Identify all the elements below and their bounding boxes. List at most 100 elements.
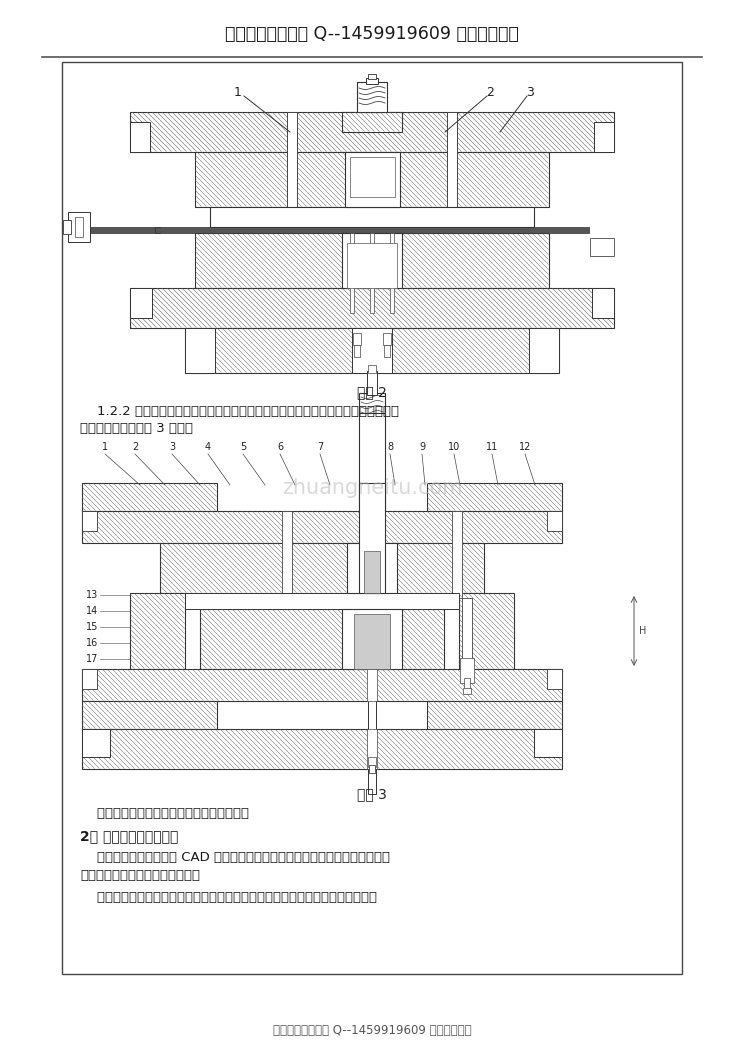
- Text: 2: 2: [486, 85, 494, 99]
- Bar: [82, 483, 217, 511]
- Text: 其次，对模具的有些原理分析存在问题，尤其对卸料的过程分析不能准确形象的: 其次，对模具的有些原理分析存在问题，尤其对卸料的过程分析不能准确形象的: [80, 891, 377, 904]
- Bar: [130, 122, 150, 151]
- Bar: [185, 593, 459, 609]
- Bar: [534, 729, 562, 757]
- Bar: [347, 543, 397, 593]
- Bar: [547, 669, 562, 689]
- Text: 期练习保持对该软件的熟悉操作。: 期练习保持对该软件的熟悉操作。: [80, 869, 200, 882]
- Text: 17: 17: [86, 654, 98, 664]
- Text: 拉伸模，结构较简单，但分多次降低效率。: 拉伸模，结构较简单，但分多次降低效率。: [80, 807, 249, 820]
- Text: 1: 1: [102, 442, 108, 452]
- Bar: [590, 238, 614, 256]
- Bar: [447, 112, 457, 207]
- Bar: [68, 213, 90, 242]
- Text: 1: 1: [234, 85, 242, 99]
- Bar: [195, 151, 549, 207]
- Bar: [350, 232, 354, 313]
- Bar: [130, 288, 152, 318]
- Bar: [160, 543, 484, 593]
- Bar: [359, 413, 385, 511]
- Bar: [200, 609, 444, 669]
- Bar: [427, 701, 562, 729]
- Bar: [368, 769, 376, 794]
- Text: 购买设计文档后加 Q--1459919609 免费领取图纸: 购买设计文档后加 Q--1459919609 免费领取图纸: [273, 1024, 471, 1036]
- Text: 2、 存在问题及解决措施: 2、 存在问题及解决措施: [80, 829, 179, 843]
- Text: 7: 7: [317, 442, 323, 452]
- Bar: [63, 220, 71, 234]
- Text: 1.2.2 落料拉伸复合模，同时完成落料和第一次拉伸，效率较高，结构比较复杂。: 1.2.2 落料拉伸复合模，同时完成落料和第一次拉伸，效率较高，结构比较复杂。: [80, 405, 399, 418]
- Bar: [367, 729, 377, 769]
- Bar: [383, 333, 391, 345]
- Text: 购买设计文档后加 Q--1459919609 免费领取图纸: 购买设计文档后加 Q--1459919609 免费领取图纸: [225, 25, 519, 43]
- Bar: [82, 669, 97, 689]
- Bar: [82, 669, 562, 701]
- Text: 3: 3: [526, 85, 534, 99]
- Text: 5: 5: [240, 442, 246, 452]
- Bar: [368, 365, 376, 373]
- Bar: [82, 511, 97, 531]
- Text: 草图 2: 草图 2: [357, 385, 387, 399]
- Bar: [347, 243, 397, 288]
- Bar: [282, 511, 292, 598]
- Bar: [354, 345, 360, 357]
- Bar: [130, 112, 614, 151]
- Bar: [357, 82, 387, 112]
- Bar: [75, 217, 83, 237]
- Bar: [350, 157, 395, 197]
- Bar: [352, 328, 392, 373]
- Bar: [342, 609, 402, 669]
- Bar: [366, 78, 378, 84]
- Text: 10: 10: [448, 442, 460, 452]
- Bar: [82, 511, 562, 543]
- Text: 2: 2: [132, 442, 138, 452]
- Bar: [390, 232, 394, 313]
- Bar: [368, 757, 376, 767]
- Text: 9: 9: [419, 442, 425, 452]
- Bar: [185, 328, 559, 373]
- Bar: [384, 345, 390, 357]
- Bar: [210, 207, 534, 227]
- Text: 12: 12: [519, 442, 531, 452]
- Bar: [370, 232, 374, 313]
- Bar: [342, 112, 402, 132]
- Bar: [427, 483, 562, 511]
- Bar: [529, 328, 559, 373]
- Bar: [462, 598, 472, 677]
- Bar: [195, 232, 549, 288]
- Bar: [359, 483, 385, 593]
- Text: 11: 11: [486, 442, 498, 452]
- Text: 首先，长时间没有使用 CAD 软件，导致操作生疏，浪费大量时间。需要通过定: 首先，长时间没有使用 CAD 软件，导致操作生疏，浪费大量时间。需要通过定: [80, 851, 390, 864]
- Bar: [367, 669, 377, 701]
- Text: 8: 8: [387, 442, 393, 452]
- Bar: [369, 765, 375, 773]
- Bar: [464, 677, 470, 690]
- Bar: [130, 288, 614, 328]
- Bar: [342, 232, 402, 288]
- Text: 3: 3: [169, 442, 175, 452]
- Text: H: H: [639, 626, 647, 636]
- Bar: [80, 227, 160, 232]
- Bar: [345, 151, 400, 207]
- Bar: [359, 393, 385, 414]
- Text: 草图 3: 草图 3: [357, 787, 387, 801]
- Bar: [354, 614, 390, 669]
- Bar: [368, 669, 376, 758]
- Text: 15: 15: [86, 622, 98, 632]
- Bar: [82, 701, 217, 729]
- Text: 4: 4: [205, 442, 211, 452]
- Bar: [460, 658, 474, 683]
- Bar: [185, 328, 215, 373]
- Bar: [368, 74, 376, 79]
- Bar: [459, 593, 514, 669]
- Bar: [353, 333, 361, 345]
- Bar: [62, 62, 682, 974]
- Bar: [547, 511, 562, 531]
- Bar: [287, 112, 297, 207]
- Bar: [82, 729, 110, 757]
- Bar: [594, 122, 614, 151]
- Bar: [367, 371, 377, 394]
- Bar: [130, 593, 185, 669]
- Text: 13: 13: [86, 590, 98, 600]
- Bar: [452, 511, 462, 598]
- Text: zhuangneitu.com: zhuangneitu.com: [282, 478, 462, 498]
